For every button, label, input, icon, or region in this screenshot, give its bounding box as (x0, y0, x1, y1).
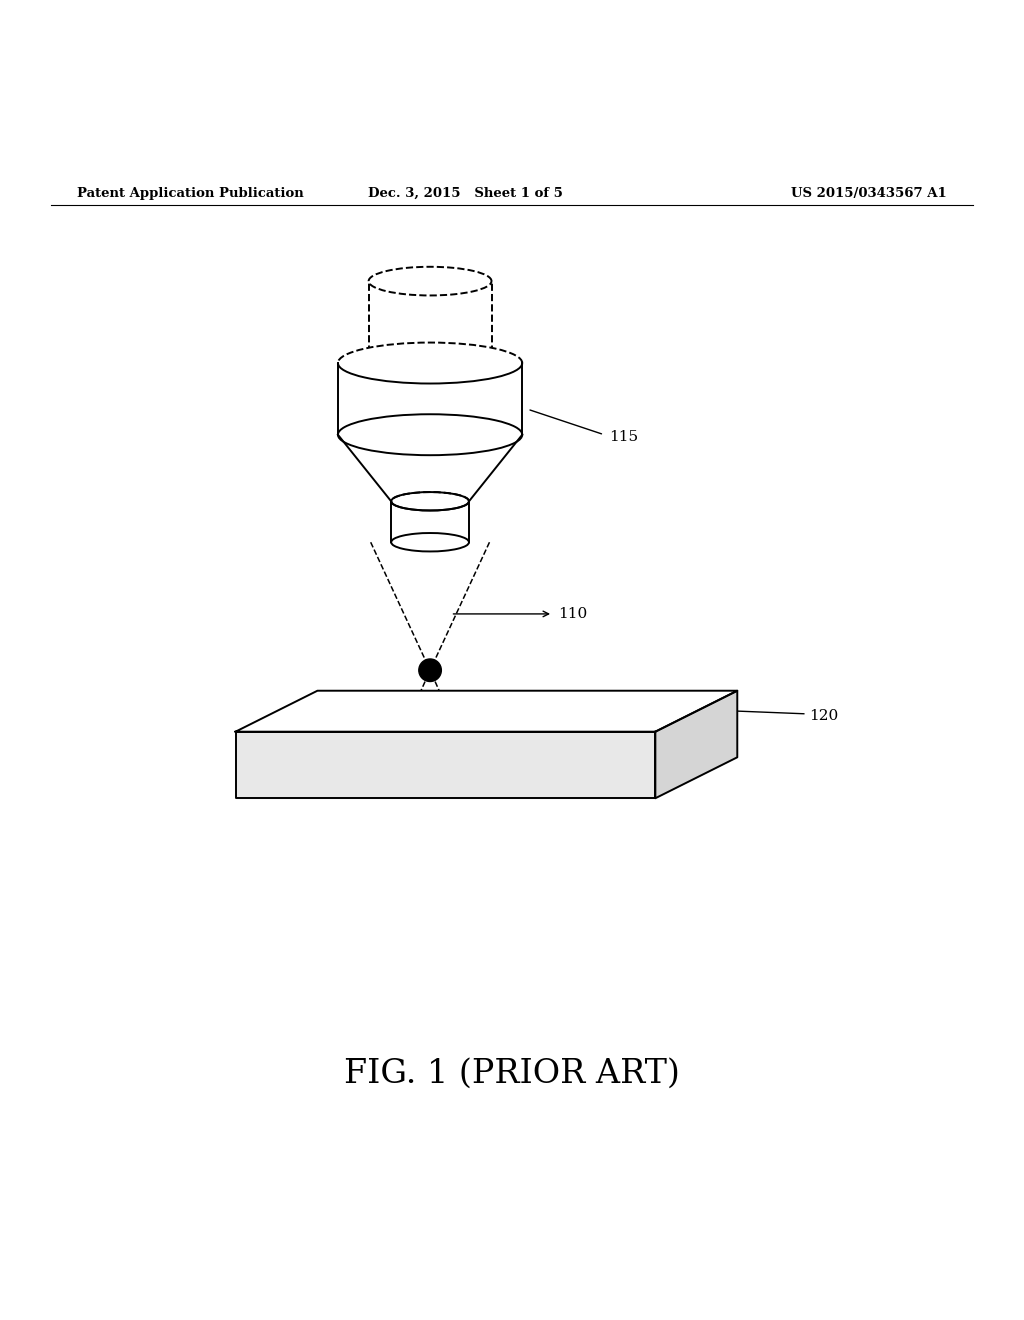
Polygon shape (236, 690, 737, 731)
Text: 120: 120 (809, 709, 839, 723)
Polygon shape (369, 267, 492, 296)
Text: Patent Application Publication: Patent Application Publication (77, 186, 303, 199)
Text: Dec. 3, 2015   Sheet 1 of 5: Dec. 3, 2015 Sheet 1 of 5 (369, 186, 563, 199)
Polygon shape (236, 731, 655, 799)
Polygon shape (338, 434, 522, 502)
Polygon shape (391, 502, 469, 543)
Text: FIG. 1 (PRIOR ART): FIG. 1 (PRIOR ART) (344, 1057, 680, 1090)
Polygon shape (338, 363, 522, 434)
Polygon shape (338, 343, 522, 384)
Circle shape (419, 659, 441, 681)
Text: 110: 110 (558, 607, 588, 620)
Text: US 2015/0343567 A1: US 2015/0343567 A1 (792, 186, 947, 199)
Polygon shape (369, 281, 492, 363)
Polygon shape (655, 690, 737, 799)
Text: 115: 115 (609, 430, 638, 444)
